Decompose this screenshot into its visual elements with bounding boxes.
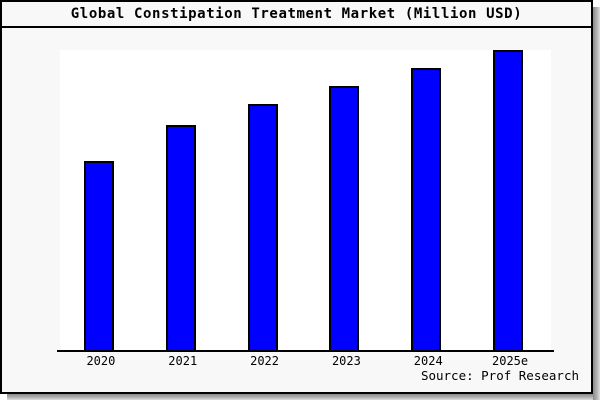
source-credit: Source: Prof Research — [420, 368, 579, 383]
frame-shadow-bottom — [7, 394, 593, 400]
x-tick-label-2025e: 2025e — [492, 354, 529, 368]
frame-shadow-right — [593, 7, 600, 400]
bar-2023 — [329, 86, 360, 350]
x-tick-label-2021: 2021 — [168, 354, 198, 368]
bar-2024 — [411, 68, 442, 350]
x-axis-labels: 2020 2021 2022 2023 2024 2025e — [60, 354, 551, 370]
x-axis-line — [57, 350, 554, 352]
bar-2022 — [247, 104, 278, 350]
bar-2020 — [83, 161, 114, 350]
plot-area — [60, 50, 551, 350]
x-tick-label-2022: 2022 — [250, 354, 280, 368]
chart-title: Global Constipation Treatment Market (Mi… — [2, 2, 591, 28]
x-tick-label-2024: 2024 — [413, 354, 443, 368]
bar-2025e — [493, 50, 524, 350]
chart-frame: Global Constipation Treatment Market (Mi… — [0, 0, 593, 394]
bar-2021 — [165, 125, 196, 350]
x-tick-label-2023: 2023 — [331, 354, 361, 368]
x-tick-label-2020: 2020 — [86, 354, 116, 368]
